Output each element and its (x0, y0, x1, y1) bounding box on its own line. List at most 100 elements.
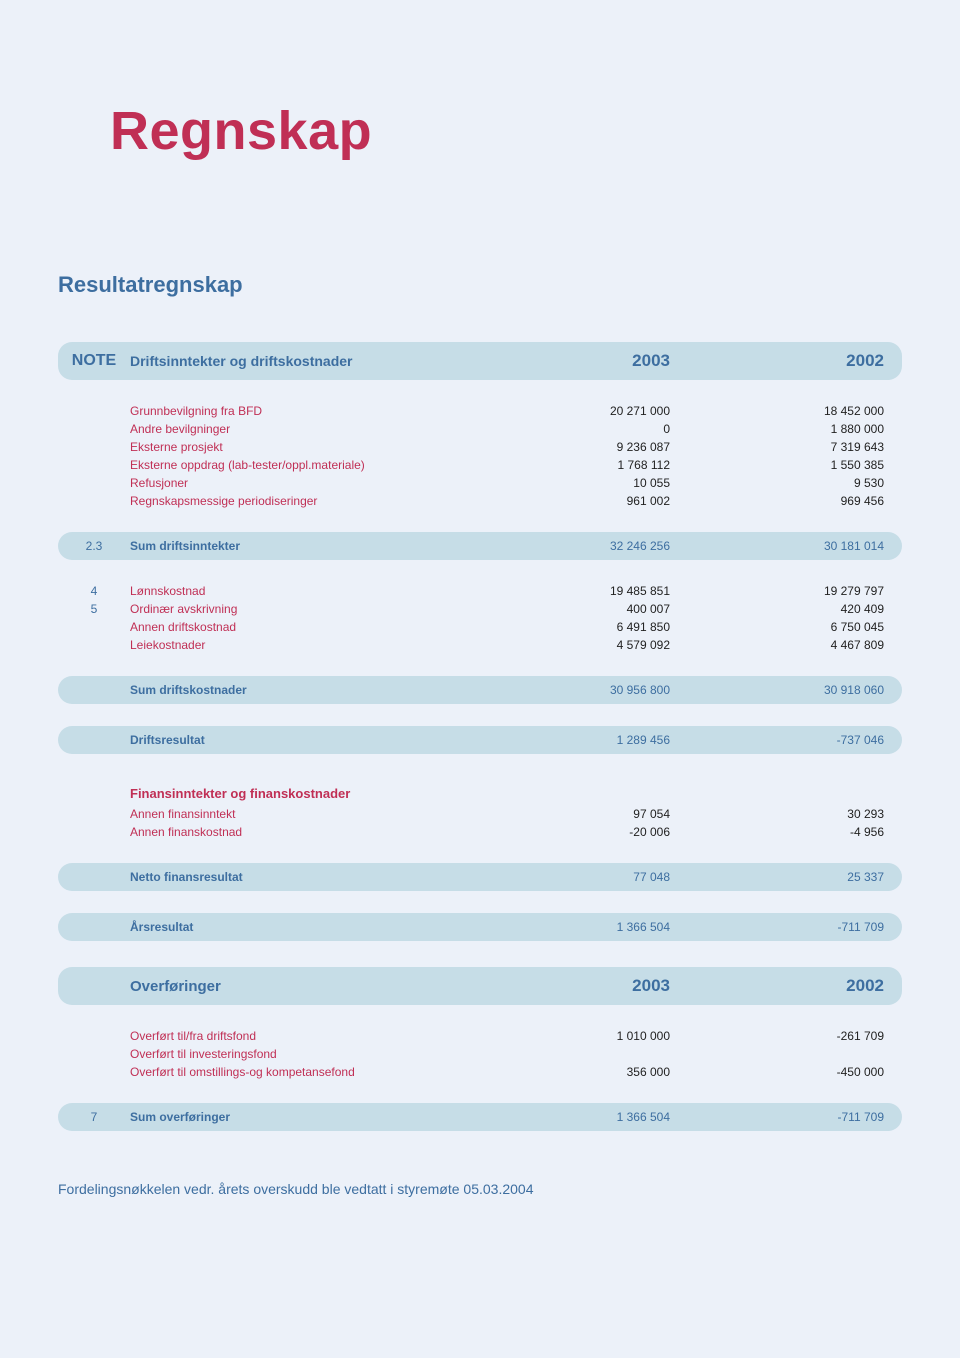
transfer-item-label: Overført til investeringsfond (130, 1045, 470, 1063)
finance-item-note (58, 805, 130, 823)
sum-expense-row: Sum driftskostnader 30 956 800 30 918 06… (58, 676, 902, 704)
expense-item-2002: 6 750 045 (704, 618, 902, 636)
income-item-2003: 1 768 112 (470, 456, 704, 474)
transfers-header-2003: 2003 (470, 967, 704, 1005)
income-item-2003: 961 002 (470, 492, 704, 510)
operating-result-2003: 1 289 456 (470, 726, 704, 754)
income-item-row: Refusjoner10 0559 530 (58, 474, 902, 492)
income-statement-table: NOTE Driftsinntekter og driftskostnader … (58, 342, 902, 1131)
year-result-label: Årsresultat (130, 913, 470, 941)
finance-item-2002: -4 956 (704, 823, 902, 841)
sum-income-2002: 30 181 014 (704, 532, 902, 560)
income-item-2003: 9 236 087 (470, 438, 704, 456)
net-finance-2003: 77 048 (470, 863, 704, 891)
transfer-item-2003: 356 000 (470, 1063, 704, 1081)
income-item-label: Eksterne oppdrag (lab-tester/oppl.materi… (130, 456, 470, 474)
income-item-row: Andre bevilgninger01 880 000 (58, 420, 902, 438)
income-item-row: Eksterne prosjekt9 236 0877 319 643 (58, 438, 902, 456)
income-item-note (58, 420, 130, 438)
transfer-item-2003: 1 010 000 (470, 1027, 704, 1045)
income-item-label: Grunnbevilgning fra BFD (130, 402, 470, 420)
net-finance-label: Netto finansresultat (130, 863, 470, 891)
income-item-2002: 9 530 (704, 474, 902, 492)
income-item-2003: 20 271 000 (470, 402, 704, 420)
expense-item-label: Ordinær avskrivning (130, 600, 470, 618)
net-finance-row: Netto finansresultat 77 048 25 337 (58, 863, 902, 891)
section-title: Resultatregnskap (58, 272, 902, 298)
table-header-row: NOTE Driftsinntekter og driftskostnader … (58, 342, 902, 380)
finance-item-note (58, 823, 130, 841)
expense-item-label: Leiekostnader (130, 636, 470, 654)
sum-expense-label: Sum driftskostnader (130, 676, 470, 704)
income-item-note (58, 438, 130, 456)
operating-result-2002: -737 046 (704, 726, 902, 754)
transfer-item-2002 (704, 1045, 902, 1063)
income-item-2002: 969 456 (704, 492, 902, 510)
expense-item-2003: 6 491 850 (470, 618, 704, 636)
expense-item-row: Leiekostnader4 579 0924 467 809 (58, 636, 902, 654)
transfer-item-note (58, 1063, 130, 1081)
income-item-2002: 7 319 643 (704, 438, 902, 456)
finance-item-2003: 97 054 (470, 805, 704, 823)
col-header-note: NOTE (58, 342, 130, 380)
expense-item-2002: 420 409 (704, 600, 902, 618)
transfer-item-label: Overført til/fra driftsfond (130, 1027, 470, 1045)
sum-income-note: 2.3 (58, 532, 130, 560)
finance-item-label: Annen finanskostnad (130, 823, 470, 841)
expense-item-row: Annen driftskostnad6 491 8506 750 045 (58, 618, 902, 636)
sum-expense-2002: 30 918 060 (704, 676, 902, 704)
expense-item-note: 5 (58, 600, 130, 618)
transfer-item-2002: -261 709 (704, 1027, 902, 1045)
finance-item-row: Annen finanskostnad-20 006-4 956 (58, 823, 902, 841)
sum-transfers-2003: 1 366 504 (470, 1103, 704, 1131)
income-item-2002: 1 550 385 (704, 456, 902, 474)
income-item-note (58, 456, 130, 474)
transfer-item-row: Overført til investeringsfond (58, 1045, 902, 1063)
expense-item-2002: 4 467 809 (704, 636, 902, 654)
sum-income-2003: 32 246 256 (470, 532, 704, 560)
sum-expense-2003: 30 956 800 (470, 676, 704, 704)
transfers-header-label: Overføringer (130, 967, 470, 1005)
sum-transfers-note: 7 (58, 1103, 130, 1131)
income-item-note (58, 402, 130, 420)
expense-item-note (58, 618, 130, 636)
year-result-2003: 1 366 504 (470, 913, 704, 941)
col-header-2003: 2003 (470, 342, 704, 380)
page-title: Regnskap (110, 100, 902, 162)
finance-item-label: Annen finansinntekt (130, 805, 470, 823)
footnote: Fordelingsnøkkelen vedr. årets overskudd… (58, 1181, 902, 1197)
finance-heading-row: Finansinntekter og finanskostnader (58, 776, 902, 805)
expense-item-label: Annen driftskostnad (130, 618, 470, 636)
operating-result-row: Driftsresultat 1 289 456 -737 046 (58, 726, 902, 754)
operating-result-label: Driftsresultat (130, 726, 470, 754)
finance-item-row: Annen finansinntekt97 05430 293 (58, 805, 902, 823)
expense-item-note: 4 (58, 582, 130, 600)
expense-item-row: 5Ordinær avskrivning400 007420 409 (58, 600, 902, 618)
income-item-2003: 0 (470, 420, 704, 438)
sum-income-label: Sum driftsinntekter (130, 532, 470, 560)
col-header-label: Driftsinntekter og driftskostnader (130, 342, 470, 380)
income-item-2003: 10 055 (470, 474, 704, 492)
finance-item-2002: 30 293 (704, 805, 902, 823)
transfers-header-row: Overføringer 2003 2002 (58, 967, 902, 1005)
expense-item-2002: 19 279 797 (704, 582, 902, 600)
income-item-row: Grunnbevilgning fra BFD20 271 00018 452 … (58, 402, 902, 420)
income-item-label: Regnskapsmessige periodiseringer (130, 492, 470, 510)
income-item-row: Regnskapsmessige periodiseringer961 0029… (58, 492, 902, 510)
expense-item-row: 4Lønnskostnad19 485 85119 279 797 (58, 582, 902, 600)
income-item-note (58, 492, 130, 510)
transfers-header-2002: 2002 (704, 967, 902, 1005)
income-item-2002: 18 452 000 (704, 402, 902, 420)
expense-item-2003: 4 579 092 (470, 636, 704, 654)
page: Regnskap Resultatregnskap NOTE Driftsinn… (0, 0, 960, 1358)
transfer-item-note (58, 1045, 130, 1063)
finance-item-2003: -20 006 (470, 823, 704, 841)
year-result-2002: -711 709 (704, 913, 902, 941)
sum-income-row: 2.3 Sum driftsinntekter 32 246 256 30 18… (58, 532, 902, 560)
income-item-row: Eksterne oppdrag (lab-tester/oppl.materi… (58, 456, 902, 474)
expense-item-2003: 400 007 (470, 600, 704, 618)
net-finance-2002: 25 337 (704, 863, 902, 891)
transfer-item-2003 (470, 1045, 704, 1063)
transfer-item-label: Overført til omstillings-og kompetansefo… (130, 1063, 470, 1081)
transfer-item-note (58, 1027, 130, 1045)
